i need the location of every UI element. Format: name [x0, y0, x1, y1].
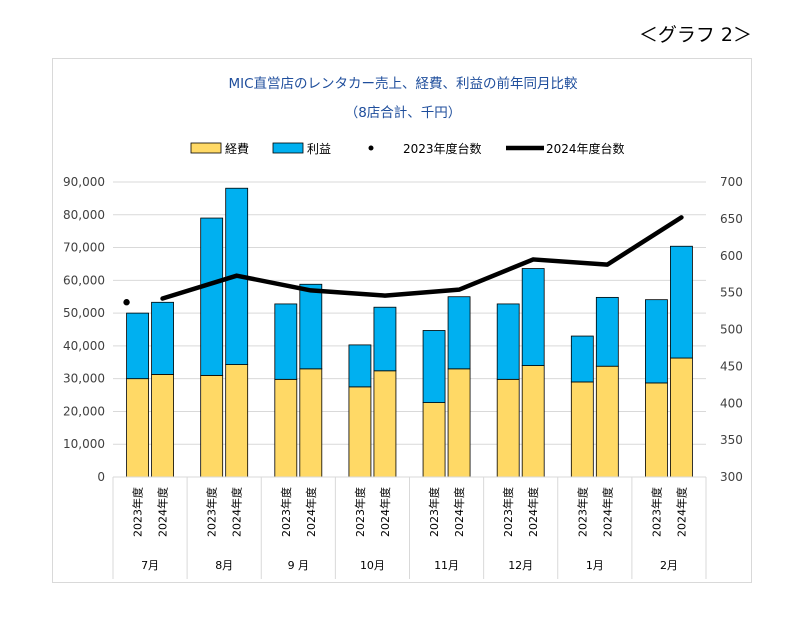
- bar-year-label: 2023年度: [353, 487, 367, 537]
- lines: [123, 215, 684, 306]
- bar-経費: [225, 364, 249, 478]
- bar-year-label: 2024年度: [378, 487, 392, 537]
- right-tick-label: 300: [720, 470, 743, 484]
- month-label: 11月: [434, 559, 459, 572]
- bar-経費: [200, 374, 224, 478]
- month-label: 2月: [660, 559, 678, 572]
- bar-利益: [151, 301, 174, 375]
- month-label: 1月: [586, 559, 604, 572]
- bar-利益: [496, 303, 520, 380]
- bar-year-label: 2024年度: [230, 487, 244, 537]
- bar-year-label: 2023年度: [131, 487, 145, 537]
- bar-利益: [645, 299, 668, 384]
- month-label: 9 月: [288, 559, 310, 572]
- left-tick-label: 70,000: [63, 241, 105, 255]
- month-label: 7月: [141, 559, 159, 572]
- bar-経費: [670, 357, 693, 478]
- bar-経費: [496, 378, 520, 478]
- legend-label: 経費: [225, 141, 249, 156]
- bar-利益: [348, 344, 372, 388]
- month-label: 8月: [215, 559, 233, 572]
- bar-利益: [299, 283, 323, 370]
- left-tick-label: 50,000: [63, 306, 105, 320]
- bar-year-label: 2024年度: [452, 487, 466, 537]
- bar-経費: [373, 370, 397, 478]
- chart-area: MIC直営店のレンタカー売上、経費、利益の前年同月比較 （8店合計、千円） 経費…: [52, 58, 752, 583]
- legend-label: 利益: [307, 142, 331, 156]
- legend-label: 2024年度台数: [546, 141, 625, 156]
- bar-経費: [274, 378, 298, 478]
- left-tick-label: 30,000: [63, 372, 105, 386]
- legend-label: 2023年度台数: [403, 141, 482, 156]
- left-tick-label: 80,000: [63, 208, 105, 222]
- x-axis: 2023年度 2024年度 7月 2023年度 2024年度 8月 2023年度 2024年度…: [112, 476, 707, 579]
- left-tick-label: 20,000: [63, 404, 105, 418]
- left-tick-label: 90,000: [63, 175, 105, 189]
- bar-利益: [200, 217, 224, 376]
- bar-経費: [595, 365, 619, 478]
- bar-year-label: 2024年度: [674, 487, 688, 537]
- bar-経費: [521, 365, 545, 478]
- bar-year-label: 2024年度: [156, 487, 170, 537]
- bars: [126, 187, 693, 478]
- bar-利益: [670, 245, 693, 359]
- bar-経費: [126, 378, 149, 478]
- bar-経費: [570, 381, 594, 478]
- left-tick-label: 40,000: [63, 339, 105, 353]
- bar-利益: [595, 296, 619, 367]
- bar-year-label: 2023年度: [575, 487, 589, 537]
- marker-2023: [123, 299, 130, 306]
- bar-year-label: 2023年度: [501, 487, 515, 537]
- bar-経費: [447, 368, 471, 478]
- bar-利益: [521, 268, 545, 366]
- right-axis: 300 350 400 450 500 550 600 650 700: [720, 175, 743, 484]
- legend-swatch-利益: [272, 142, 304, 154]
- bar-利益: [447, 296, 471, 370]
- left-axis: 0 10,000 20,000 30,000 40,000 50,000 60,000 70,…: [63, 175, 105, 484]
- bar-利益: [570, 335, 594, 383]
- left-tick-label: 10,000: [63, 437, 105, 451]
- page-label: ＜グラフ 2＞: [638, 24, 752, 46]
- left-tick-label: 60,000: [63, 273, 105, 287]
- right-tick-label: 400: [720, 396, 743, 410]
- bar-year-label: 2023年度: [205, 487, 219, 537]
- bar-利益: [422, 330, 446, 403]
- bar-経費: [422, 402, 446, 478]
- line-2024: [160, 215, 684, 301]
- bar-利益: [373, 306, 397, 372]
- bar-year-label: 2024年度: [304, 487, 318, 537]
- chart-subtitle: （8店合計、千円）: [345, 105, 462, 121]
- bar-利益: [126, 312, 149, 380]
- month-label: 10月: [360, 559, 385, 572]
- month-label: 12月: [508, 559, 533, 572]
- bar-year-label: 2023年度: [279, 487, 293, 537]
- bar-経費: [151, 374, 174, 478]
- right-tick-label: 450: [720, 359, 743, 373]
- legend-marker-2023: [368, 145, 374, 151]
- bar-経費: [645, 382, 668, 478]
- bar-利益: [274, 303, 298, 380]
- chart-svg: MIC直営店のレンタカー売上、経費、利益の前年同月比較 （8店合計、千円） 経費…: [63, 75, 743, 579]
- legend: 経費 利益 2023年度台数 2024年度台数: [190, 141, 625, 156]
- right-tick-label: 500: [720, 323, 743, 337]
- right-tick-label: 550: [720, 286, 743, 300]
- chart-title: MIC直営店のレンタカー売上、経費、利益の前年同月比較: [228, 75, 578, 92]
- bar-経費: [348, 386, 372, 478]
- bar-経費: [299, 368, 323, 478]
- legend-swatch-経費: [190, 142, 222, 154]
- right-tick-label: 350: [720, 433, 743, 447]
- bar-year-label: 2024年度: [526, 487, 540, 537]
- bar-year-label: 2023年度: [649, 487, 663, 537]
- left-tick-label: 0: [97, 470, 105, 484]
- bar-year-label: 2024年度: [600, 487, 614, 537]
- right-tick-label: 600: [720, 249, 743, 263]
- right-tick-label: 650: [720, 212, 743, 226]
- right-tick-label: 700: [720, 175, 743, 189]
- bar-year-label: 2023年度: [427, 487, 441, 537]
